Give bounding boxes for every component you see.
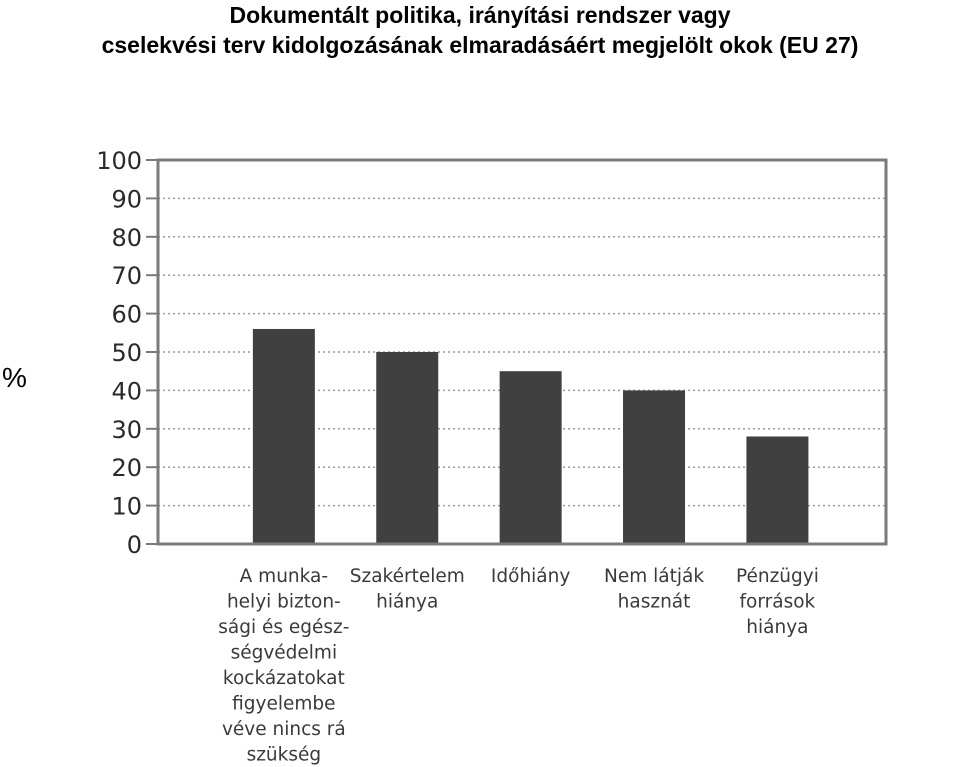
category-label-line: A munka-	[240, 566, 328, 587]
y-tick-label: 100	[96, 147, 142, 175]
chart-title-line-2: cselekvési terv kidolgozásának elmaradás…	[101, 32, 859, 58]
plot-frame	[156, 158, 888, 546]
bar	[623, 390, 686, 544]
y-tick-label: 70	[111, 262, 142, 290]
category-label-line: források	[740, 592, 816, 613]
category-label-line: sági és egész-	[218, 617, 349, 638]
bar	[746, 436, 809, 544]
y-tick-label: 10	[111, 493, 142, 521]
y-tick-label: 90	[111, 185, 142, 213]
category-label: Nem látják hasznát	[604, 566, 704, 613]
y-tick-label: 80	[111, 224, 142, 252]
category-label-line: helyi bizton-	[227, 592, 341, 613]
y-axis-label: %	[2, 362, 27, 393]
category-label-line: kockázatokat	[223, 668, 345, 689]
category-label: Szakértelem hiánya	[350, 566, 465, 613]
category-label-line: hiánya	[746, 617, 808, 638]
y-tick-label: 0	[127, 531, 142, 559]
category-label: Időhiány	[491, 566, 570, 587]
category-label-line: Pénzügyi	[736, 566, 819, 587]
chart-title-line-1: Dokumentált politika, irányítási rendsze…	[229, 2, 731, 28]
category-label-line: figyelembe	[232, 694, 335, 715]
y-tick-label: 60	[111, 301, 142, 329]
category-labels: A munka-helyi bizton-sági és egész-ségvé…	[218, 566, 819, 766]
y-tick-label: 40	[111, 377, 142, 405]
category-label-line: ségvédelmi	[231, 643, 338, 664]
y-tick-label: 50	[111, 339, 142, 367]
bars	[252, 328, 809, 544]
category-label-line: hiánya	[376, 592, 438, 613]
bar	[252, 328, 315, 544]
y-tick-label: 20	[111, 454, 142, 482]
category-label-line: Szakértelem	[350, 566, 465, 587]
category-label: Pénzügyi források hiánya	[736, 566, 819, 638]
bar	[376, 352, 439, 544]
chart-title: Dokumentált politika, irányítási rendsze…	[0, 0, 960, 60]
category-label-line: véve nincs rá	[222, 719, 346, 740]
category-label: A munka-helyi bizton-sági és egész-ségvé…	[218, 566, 349, 766]
y-tick-label: 30	[111, 416, 142, 444]
y-tick-labels: 0 10 20 30 40 50 60 70 80 90 100	[96, 147, 158, 559]
bar	[499, 371, 562, 544]
category-label-line: Nem látják	[604, 566, 704, 587]
category-label-line: Időhiány	[491, 566, 570, 587]
category-label-line: hasznát	[618, 592, 691, 613]
category-label-line: szükség	[247, 745, 322, 766]
